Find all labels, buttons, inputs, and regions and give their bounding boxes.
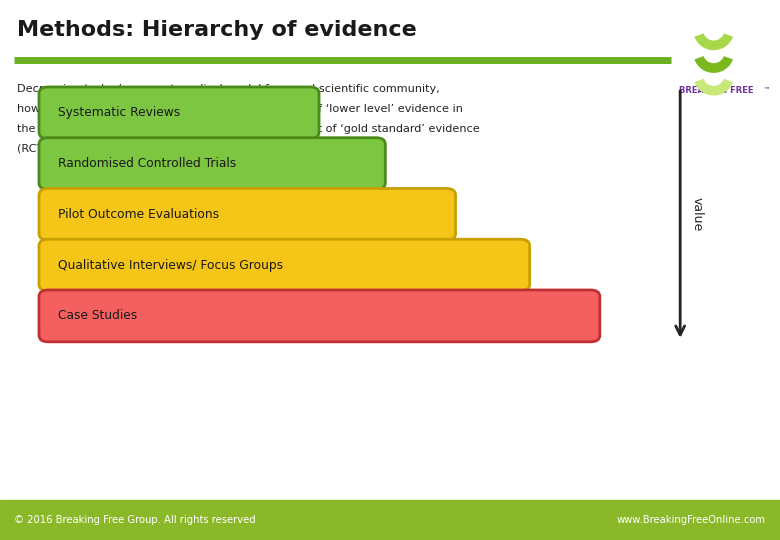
FancyBboxPatch shape [39, 138, 385, 190]
Text: BREAKING FREE: BREAKING FREE [679, 86, 753, 95]
Text: Randomised Controlled Trials: Randomised Controlled Trials [58, 157, 237, 170]
Polygon shape [694, 33, 733, 50]
FancyBboxPatch shape [39, 87, 319, 139]
Text: © 2016 Breaking Free Group. All rights reserved: © 2016 Breaking Free Group. All rights r… [14, 515, 256, 525]
FancyBboxPatch shape [39, 239, 530, 291]
FancyBboxPatch shape [39, 290, 600, 342]
Text: however MRC Framework describes the importance of ‘lower level’ evidence in: however MRC Framework describes the impo… [17, 104, 463, 114]
Text: Systematic Reviews: Systematic Reviews [58, 106, 181, 119]
Text: value: value [691, 197, 704, 232]
Text: Pilot Outcome Evaluations: Pilot Outcome Evaluations [58, 208, 220, 221]
Text: www.BreakingFreeOnline.com: www.BreakingFreeOnline.com [617, 515, 766, 525]
Bar [0, 500, 780, 540]
Text: Qualitative Interviews/ Focus Groups: Qualitative Interviews/ Focus Groups [58, 259, 284, 272]
Text: ™: ™ [763, 88, 769, 93]
Text: Methods: Hierarchy of evidence: Methods: Hierarchy of evidence [17, 19, 417, 40]
Text: Decreasing ‘value’ amongst medical model focussed scientific community,: Decreasing ‘value’ amongst medical model… [17, 84, 440, 94]
Text: Case Studies: Case Studies [58, 309, 138, 322]
Polygon shape [694, 56, 733, 73]
Text: the design of complex interventions and achievement of ‘gold standard’ evidence: the design of complex interventions and … [17, 124, 480, 134]
Text: (RCTs, meta-analyses): (RCTs, meta-analyses) [17, 144, 142, 154]
FancyBboxPatch shape [39, 188, 456, 240]
Polygon shape [694, 79, 733, 96]
